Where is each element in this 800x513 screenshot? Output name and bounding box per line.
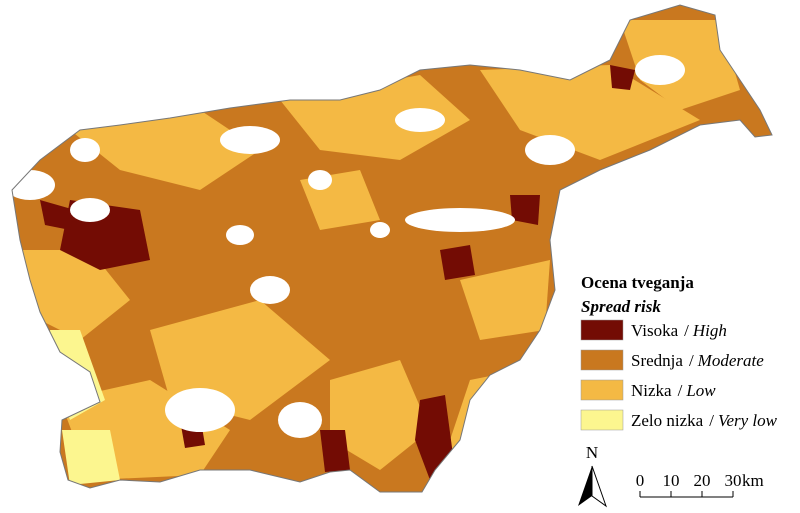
legend-swatch [580,409,624,431]
risk-patch [20,250,130,340]
legend-separator: / [689,351,694,370]
risk-patch [70,110,260,190]
scale-label: 30 [725,471,742,490]
legend-label: Nizka / Low [631,381,716,400]
legend: Ocena tveganja Spread risk Visoka / HighSr… [580,273,778,431]
risk-patch [330,360,430,470]
legend-separator: / [684,321,689,340]
legend-name: Srednja [631,351,683,370]
risk-patch [610,65,635,90]
scale-unit: km [742,471,764,490]
legend-label: Zelo nizka / Very low [631,411,778,430]
legend-name-en: High [692,321,727,340]
legend-swatch [580,379,624,401]
no-data-area [165,388,235,432]
scale-label: 20 [694,471,711,490]
legend-separator: / [678,381,683,400]
legend-swatch [580,349,624,371]
legend-label: Visoka / High [631,321,727,340]
no-data-area [635,55,685,85]
legend-title: Ocena tveganja [581,273,694,292]
legend-name: Visoka [631,321,679,340]
legend-label: Srednja / Moderate [631,351,764,370]
north-label: N [586,443,598,462]
scale-bar: 0 10 20 30 km [636,471,764,498]
legend-subtitle: Spread risk [581,297,661,316]
no-data-area [525,135,575,165]
risk-patch [510,195,540,225]
north-arrow: N [578,443,607,508]
risk-patch [440,245,475,280]
no-data-area [220,126,280,154]
no-data-area [308,170,332,190]
risk-patch [460,260,550,340]
no-data-area [70,138,100,162]
no-data-area [405,208,515,232]
risk-patch [320,430,350,472]
legend-swatch [580,319,624,341]
legend-name: Nizka [631,381,672,400]
no-data-area [278,402,322,438]
arrow-left [578,466,592,506]
scale-label: 10 [663,471,680,490]
border [11,4,773,493]
no-data-area [226,225,254,245]
no-data-area [395,108,445,132]
legend-name-en: Low [685,381,716,400]
risk-patch [480,65,700,160]
no-data-area [70,198,110,222]
no-data-area [370,222,390,238]
no-data-area [250,276,290,304]
legend-name-en: Moderate [697,351,765,370]
risk-patch [40,200,75,230]
legend-name-en: Very low [718,411,778,430]
legend-separator: / [709,411,714,430]
risk-patch [62,430,120,485]
legend-name: Zelo nizka [631,411,704,430]
scale-label: 0 [636,471,645,490]
arrow-right [591,465,607,508]
